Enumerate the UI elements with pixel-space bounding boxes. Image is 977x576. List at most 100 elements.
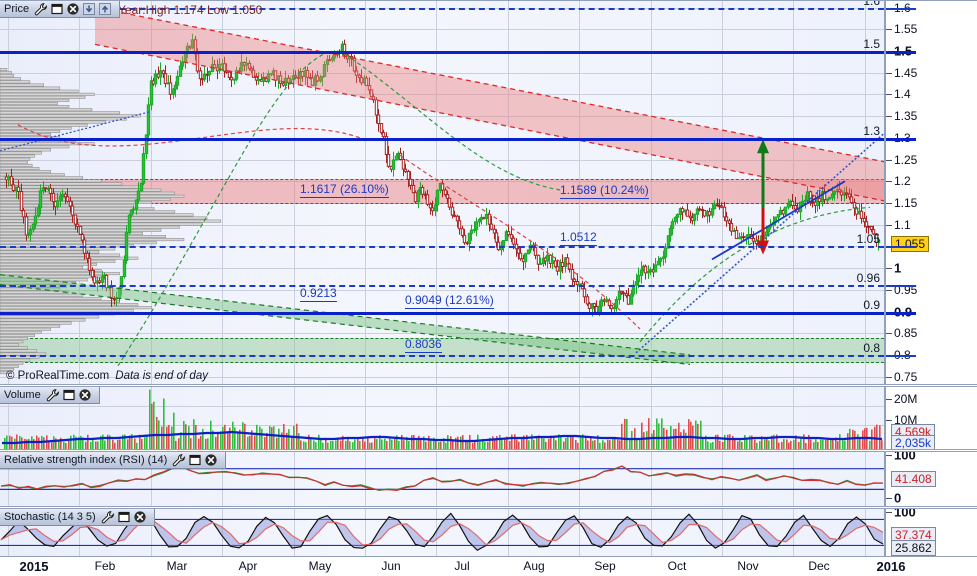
gridline-vertical bbox=[579, 452, 580, 506]
rsi-axis[interactable]: 100 0 41.408 bbox=[884, 452, 977, 506]
gridline-vertical bbox=[8, 387, 9, 449]
axis-tick bbox=[886, 455, 892, 456]
price-annotation-label[interactable]: 1.1589 (10.24%) bbox=[560, 183, 649, 200]
stochastic-panel-titlebar[interactable]: Stochastic (14 3 5) bbox=[0, 509, 155, 526]
axis-level-stub bbox=[886, 50, 916, 54]
green-dashed-curve-mid bbox=[339, 50, 561, 191]
axis-tick-label: 1.35 bbox=[894, 109, 918, 123]
gridline-vertical bbox=[508, 509, 509, 556]
price-plot-area[interactable]: 1.6 1.5 1.3 1.05 0.96 0.9 0.8 1.1617 (26.10%) 1.… bbox=[0, 1, 884, 384]
price-level-line[interactable] bbox=[0, 7, 884, 10]
axis-tick bbox=[886, 333, 892, 334]
close-icon[interactable] bbox=[204, 453, 218, 467]
gridline-vertical bbox=[865, 452, 866, 506]
wrench-icon[interactable] bbox=[46, 388, 60, 402]
volume-axis[interactable]: 20M 10M 4,569k 2,035k bbox=[884, 387, 977, 449]
stochastic-k-value-flag[interactable]: 25.862 bbox=[891, 540, 936, 556]
price-level-line[interactable] bbox=[0, 285, 884, 288]
price-axis[interactable]: 1.61.551.51.451.41.351.31.251.21.151.11.… bbox=[884, 1, 977, 384]
current-price-flag[interactable]: 1.055 bbox=[891, 236, 930, 253]
wrench-icon[interactable] bbox=[34, 2, 48, 16]
axis-tick-label: 10M bbox=[894, 413, 918, 427]
gridline-vertical bbox=[651, 1, 652, 384]
gridline-vertical bbox=[793, 452, 794, 506]
wrench-icon[interactable] bbox=[101, 510, 115, 524]
axis-level-stub bbox=[886, 137, 916, 141]
price-level-label: 1.6 bbox=[863, 1, 880, 8]
gridline-vertical bbox=[793, 1, 794, 384]
watermark: © ProRealTime.com Data is end of day bbox=[6, 370, 208, 382]
volume-moving-average bbox=[2, 430, 883, 445]
volume-bars bbox=[2, 389, 883, 449]
axis-tick-label: 1.55 bbox=[894, 22, 918, 36]
price-annotation-label[interactable]: 0.9213 bbox=[300, 286, 337, 303]
axis-tick-label: 1.25 bbox=[894, 153, 918, 167]
close-icon[interactable] bbox=[66, 2, 80, 16]
window-icon[interactable] bbox=[117, 510, 131, 524]
time-axis[interactable]: 2015 Feb Mar Apr May Jun Jul Aug Sep Oct Nov Dec 201… bbox=[0, 557, 977, 576]
window-icon[interactable] bbox=[50, 2, 64, 16]
gridline-vertical bbox=[793, 387, 794, 449]
wrench-icon[interactable] bbox=[172, 453, 186, 467]
gridline-vertical bbox=[579, 387, 580, 449]
blue-rising-support-line bbox=[711, 180, 846, 261]
stochastic-axis[interactable]: 100 37.374 25.862 bbox=[884, 509, 977, 556]
gridline-vertical bbox=[722, 387, 723, 449]
price-level-line[interactable] bbox=[0, 50, 884, 54]
descending-red-channel bbox=[94, 6, 884, 202]
window-icon[interactable] bbox=[62, 388, 76, 402]
stochastic-panel: Stochastic (14 3 5) 100 37.374 25.862 bbox=[0, 508, 977, 557]
axis-tick bbox=[886, 73, 892, 74]
price-level-line[interactable] bbox=[0, 137, 884, 141]
axis-tick bbox=[886, 290, 892, 291]
move-up-icon[interactable] bbox=[98, 2, 112, 16]
axis-tick-label: 1.4 bbox=[894, 87, 911, 101]
watermark-note: Data is end of day bbox=[115, 370, 208, 382]
price-annotation-label[interactable]: 1.1617 (26.10%) bbox=[300, 181, 389, 198]
time-axis-label: Nov bbox=[737, 559, 759, 573]
axis-tick-label: 0.75 bbox=[894, 370, 918, 384]
time-axis-label: Aug bbox=[523, 559, 545, 573]
time-axis-label: Sep bbox=[594, 559, 616, 573]
price-level-line[interactable] bbox=[0, 311, 884, 315]
volume-by-price-histogram bbox=[0, 68, 222, 375]
axis-tick bbox=[886, 399, 892, 400]
price-level-label: 1.05 bbox=[856, 232, 880, 247]
close-icon[interactable] bbox=[78, 388, 92, 402]
volume-panel-titlebar[interactable]: Volume bbox=[0, 387, 100, 404]
axis-tick bbox=[886, 29, 892, 30]
gridline-vertical bbox=[365, 509, 366, 556]
time-axis-label: 2016 bbox=[876, 559, 906, 574]
rsi-panel-titlebar[interactable]: Relative strength index (RSI) (14) bbox=[0, 452, 227, 469]
descending-green-channel bbox=[0, 274, 691, 366]
price-panel-titlebar[interactable]: Price bbox=[0, 1, 121, 18]
blue-dotted-line-left bbox=[0, 111, 151, 152]
gridline-vertical bbox=[365, 452, 366, 506]
gridline-vertical bbox=[436, 509, 437, 556]
axis-tick bbox=[886, 116, 892, 117]
price-annotation-label[interactable]: 0.9049 (12.61%) bbox=[405, 293, 494, 310]
price-level-label: 0.9 bbox=[863, 297, 880, 312]
time-axis-label: Jun bbox=[381, 559, 401, 573]
volume-ma-value-flag[interactable]: 2,035k bbox=[891, 435, 936, 449]
window-icon[interactable] bbox=[188, 453, 202, 467]
move-down-icon[interactable] bbox=[82, 2, 96, 16]
gridline-horizontal bbox=[0, 116, 884, 117]
gridline-vertical bbox=[294, 1, 295, 384]
price-level-line[interactable] bbox=[0, 354, 884, 357]
rsi-line-red bbox=[0, 465, 884, 492]
axis-level-stub bbox=[886, 246, 916, 249]
price-annotation-label[interactable]: 1.0512 bbox=[560, 229, 597, 246]
price-level-label: 1.3 bbox=[863, 123, 880, 138]
gridline-vertical bbox=[151, 452, 152, 506]
gridline-vertical bbox=[222, 1, 223, 384]
axis-tick-label: 1.2 bbox=[894, 174, 911, 188]
gridline-vertical bbox=[508, 387, 509, 449]
rsi-value-flag[interactable]: 41.408 bbox=[891, 471, 936, 487]
price-level-line[interactable] bbox=[0, 246, 884, 249]
price-annotation-label[interactable]: 0.8036 bbox=[405, 337, 442, 354]
close-icon[interactable] bbox=[133, 510, 147, 524]
axis-tick bbox=[886, 268, 892, 269]
volume-plot-area[interactable] bbox=[0, 387, 884, 449]
axis-tick-label: 100 bbox=[894, 452, 916, 463]
